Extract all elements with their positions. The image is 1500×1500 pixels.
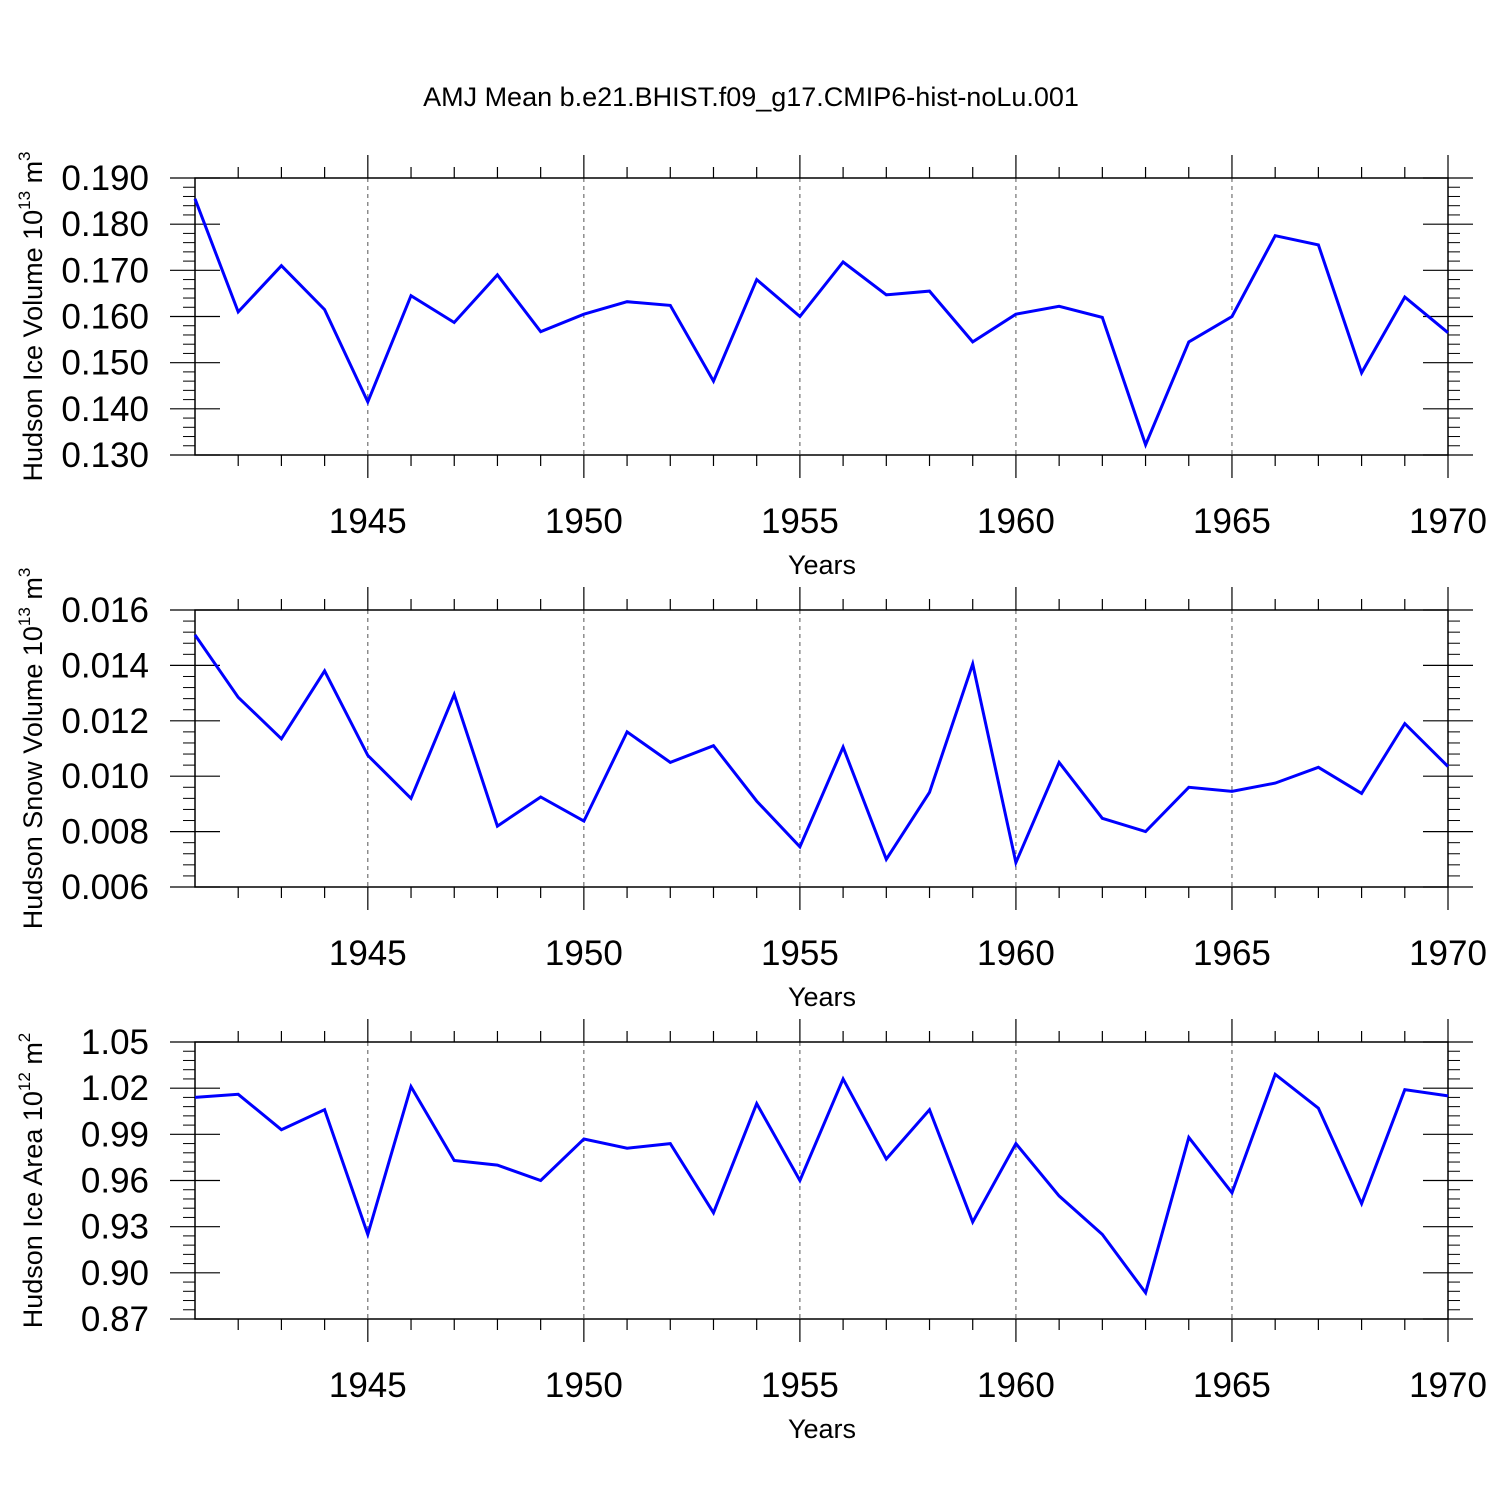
y-tick-label: 0.99 <box>81 1115 149 1154</box>
x-tick-label: 1945 <box>329 934 407 973</box>
y-tick-label: 0.87 <box>81 1300 149 1339</box>
x-tick-label: 1965 <box>1193 1366 1271 1405</box>
x-tick-label: 1970 <box>1409 1366 1487 1405</box>
series-line <box>193 634 1450 868</box>
y-tick-label: 0.180 <box>61 205 149 244</box>
x-tick-label: 1955 <box>761 1366 839 1405</box>
x-axis-label: Years <box>788 550 856 580</box>
x-tick-label: 1950 <box>545 502 623 541</box>
y-tick-label: 0.006 <box>61 868 149 907</box>
y-tick-label: 0.160 <box>61 298 149 337</box>
x-tick-label: 1970 <box>1409 934 1487 973</box>
x-tick-label: 1950 <box>545 934 623 973</box>
y-axis-label: Hudson Snow Volume 1013 m3 <box>15 568 48 930</box>
y-tick-label: 0.150 <box>61 344 149 383</box>
x-tick-label: 1960 <box>977 934 1055 973</box>
x-tick-label: 1955 <box>761 502 839 541</box>
y-tick-label: 0.140 <box>61 390 149 429</box>
y-axis-label: Hudson Ice Volume 1013 m3 <box>15 151 48 481</box>
x-axis-label: Years <box>788 982 856 1012</box>
x-tick-label: 1965 <box>1193 934 1271 973</box>
y-tick-label: 0.008 <box>61 813 149 852</box>
x-tick-label: 1950 <box>545 1366 623 1405</box>
x-tick-label: 1960 <box>977 502 1055 541</box>
chart-panels: 1945 1950 1955 1960 1965 1970 0.130 0.140 0.150 0… <box>15 151 1487 1444</box>
x-tick-label: 1945 <box>329 502 407 541</box>
y-axis-label: Hudson Ice Area 1012 m2 <box>15 1033 48 1329</box>
x-tick-label: 1960 <box>977 1366 1055 1405</box>
y-tick-label: 1.02 <box>81 1069 149 1108</box>
chart-panel-2: 1945 1950 1955 1960 1965 1970 0.006 0.008 0.010 0… <box>15 568 1487 1012</box>
figure-title: AMJ Mean b.e21.BHIST.f09_g17.CMIP6-hist-… <box>423 82 1079 112</box>
x-tick-label: 1955 <box>761 934 839 973</box>
y-tick-label: 0.93 <box>81 1208 149 1247</box>
y-tick-label: 0.190 <box>61 159 149 198</box>
x-tick-label: 1965 <box>1193 502 1271 541</box>
chart-panel-3: 1945 1950 1955 1960 1965 1970 0.87 0.90 0.93 0.96… <box>15 1019 1487 1444</box>
series-line <box>193 198 1449 450</box>
y-tick-label: 0.130 <box>61 436 149 475</box>
y-tick-label: 0.96 <box>81 1162 149 1201</box>
y-tick-label: 0.016 <box>61 591 149 630</box>
plot-frame <box>194 1041 1449 1320</box>
y-tick-label: 0.014 <box>61 646 149 685</box>
chart-panel-1: 1945 1950 1955 1960 1965 1970 0.130 0.140 0.150 0… <box>15 151 1487 580</box>
y-tick-label: 1.05 <box>81 1023 149 1062</box>
y-tick-label: 0.90 <box>81 1254 149 1293</box>
y-tick-label: 0.010 <box>61 757 149 796</box>
series-line <box>194 1071 1449 1297</box>
plot-frame <box>194 609 1449 888</box>
plot-frame <box>194 177 1449 456</box>
x-tick-label: 1945 <box>329 1366 407 1405</box>
x-tick-label: 1970 <box>1409 502 1487 541</box>
x-axis-label: Years <box>788 1414 856 1444</box>
y-tick-label: 0.012 <box>61 702 149 741</box>
y-tick-label: 0.170 <box>61 251 149 290</box>
